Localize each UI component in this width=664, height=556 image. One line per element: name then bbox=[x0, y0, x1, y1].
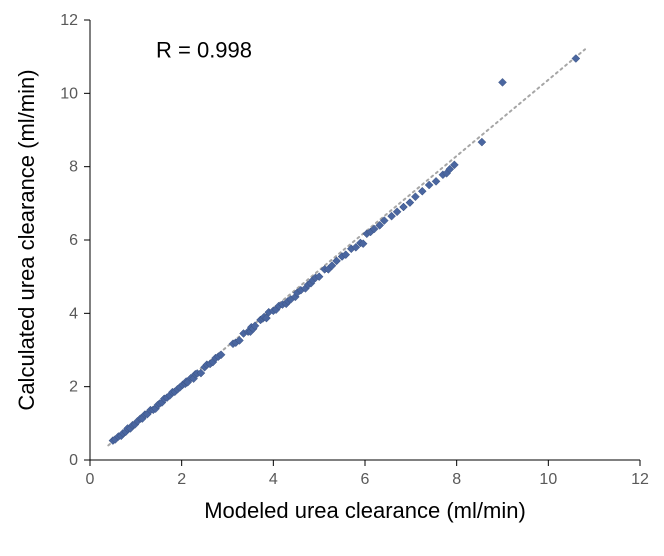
x-axis-title: Modeled urea clearance (ml/min) bbox=[204, 498, 526, 523]
x-tick-label: 12 bbox=[631, 471, 649, 488]
x-tick-label: 6 bbox=[361, 471, 370, 488]
data-point bbox=[418, 187, 426, 195]
y-tick-label: 8 bbox=[69, 159, 78, 176]
data-point bbox=[411, 193, 419, 201]
data-point bbox=[499, 78, 507, 86]
y-tick-label: 0 bbox=[69, 452, 78, 469]
chart-container: 0 2 4 6 8 10 12 0 2 4 6 8 10 12 Modeled urea clearance… bbox=[0, 0, 664, 556]
data-point bbox=[478, 138, 486, 146]
x-tick-label: 2 bbox=[177, 471, 186, 488]
y-tick-label: 2 bbox=[69, 379, 78, 396]
y-tick-label: 4 bbox=[69, 305, 78, 322]
data-point bbox=[400, 203, 408, 211]
data-point bbox=[432, 177, 440, 185]
x-tick-label: 0 bbox=[86, 471, 95, 488]
y-tick-label: 12 bbox=[60, 12, 78, 29]
data-point bbox=[425, 181, 433, 189]
x-tick-label: 8 bbox=[452, 471, 461, 488]
y-tick-label: 6 bbox=[69, 232, 78, 249]
y-tick-label: 10 bbox=[60, 85, 78, 102]
x-tick-label: 4 bbox=[269, 471, 278, 488]
y-axis-title: Calculated urea clearance (ml/min) bbox=[14, 69, 39, 410]
data-point bbox=[572, 55, 580, 63]
x-tick-label: 10 bbox=[539, 471, 557, 488]
scatter-chart: 0 2 4 6 8 10 12 0 2 4 6 8 10 12 Modeled urea clearance… bbox=[0, 0, 664, 556]
r-value-annotation: R = 0.998 bbox=[156, 37, 252, 62]
data-point bbox=[406, 199, 414, 207]
